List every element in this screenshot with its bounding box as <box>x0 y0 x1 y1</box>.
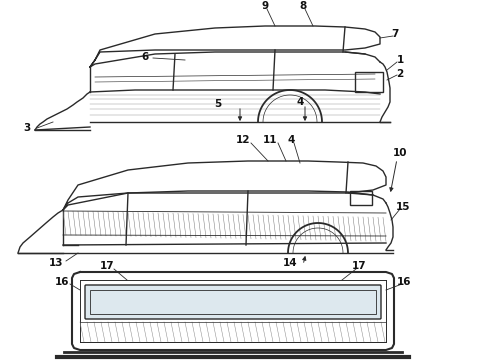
Text: 2: 2 <box>396 69 404 79</box>
Text: 13: 13 <box>49 258 63 268</box>
Text: 9: 9 <box>262 1 269 11</box>
Text: 11: 11 <box>263 135 277 145</box>
Text: 6: 6 <box>142 52 148 62</box>
Text: 16: 16 <box>397 277 411 287</box>
Text: 4: 4 <box>296 97 304 107</box>
Text: 16: 16 <box>55 277 69 287</box>
Text: 15: 15 <box>396 202 410 212</box>
Text: 8: 8 <box>299 1 307 11</box>
Text: 7: 7 <box>392 29 399 39</box>
Text: 14: 14 <box>283 258 297 268</box>
Text: 12: 12 <box>236 135 250 145</box>
Bar <box>355 72 383 92</box>
Text: 17: 17 <box>99 261 114 271</box>
Text: 17: 17 <box>352 261 367 271</box>
Text: 3: 3 <box>24 123 31 133</box>
Text: 5: 5 <box>215 99 221 109</box>
Text: 4: 4 <box>287 135 294 145</box>
Text: 10: 10 <box>393 148 407 158</box>
Text: 1: 1 <box>396 55 404 65</box>
Bar <box>350 191 372 205</box>
FancyBboxPatch shape <box>85 285 381 319</box>
Bar <box>90 290 376 314</box>
